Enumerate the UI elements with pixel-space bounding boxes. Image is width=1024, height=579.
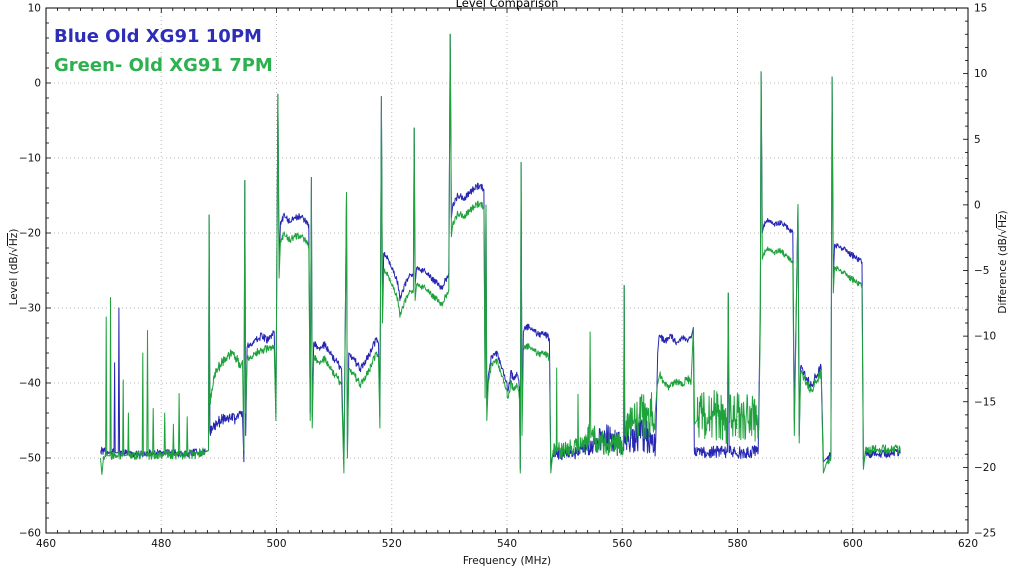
- y-right-tick-label: 15: [974, 3, 987, 15]
- x-tick-label: 600: [843, 538, 863, 550]
- y-axis-label-left: Level (dB/√Hz): [7, 177, 20, 357]
- y-left-tick-label: 0: [34, 78, 41, 90]
- y-right-tick-label: 5: [974, 134, 981, 146]
- x-tick-label: 480: [151, 538, 171, 550]
- x-tick-label: 560: [612, 538, 632, 550]
- y-right-tick-label: 0: [974, 199, 981, 211]
- y-right-tick-label: −20: [974, 462, 996, 474]
- x-axis-label: Frequency (MHz): [462, 555, 552, 567]
- y-left-tick-label: −30: [19, 303, 41, 315]
- y-axis-label-right: Difference (dB/√Hz): [996, 172, 1009, 352]
- y-left-tick-label: −10: [19, 153, 41, 165]
- y-left-tick-label: −60: [19, 528, 41, 540]
- y-right-label-prefix: Difference (dB/: [997, 234, 1009, 314]
- x-tick-label: 620: [958, 538, 978, 550]
- y-left-tick-label: −50: [19, 453, 41, 465]
- x-tick-label: 460: [36, 538, 56, 550]
- y-right-tick-label: −25: [974, 528, 996, 540]
- y-right-tick-label: −5: [974, 265, 989, 277]
- legend-entry-blue: Blue Old XG91 10PM: [54, 26, 262, 47]
- y-left-label-radicand: Hz: [7, 232, 20, 247]
- y-left-label-suffix: ): [8, 228, 20, 233]
- y-right-label-radicand: Hz: [996, 214, 1009, 228]
- sqrt-symbol: √: [8, 246, 20, 253]
- y-left-label-prefix: Level (dB/: [8, 252, 20, 306]
- y-right-tick-label: −15: [974, 396, 996, 408]
- y-left-tick-label: 10: [28, 3, 41, 15]
- legend-entry-green: Green- Old XG91 7PM: [54, 55, 273, 76]
- y-right-tick-label: −10: [974, 331, 996, 343]
- y-left-tick-label: −40: [19, 378, 41, 390]
- x-tick-label: 500: [266, 538, 286, 550]
- series-trace-blue: [100, 33, 901, 470]
- y-left-tick-label: −20: [19, 228, 41, 240]
- x-tick-label: 540: [497, 538, 517, 550]
- x-tick-label: 580: [727, 538, 747, 550]
- sqrt-symbol: √: [997, 227, 1009, 235]
- y-right-label-suffix: ): [997, 210, 1009, 215]
- y-right-tick-label: 10: [974, 68, 987, 80]
- series-trace-green: [100, 33, 901, 475]
- chart-title: Level Comparison: [455, 0, 559, 10]
- x-tick-label: 520: [382, 538, 402, 550]
